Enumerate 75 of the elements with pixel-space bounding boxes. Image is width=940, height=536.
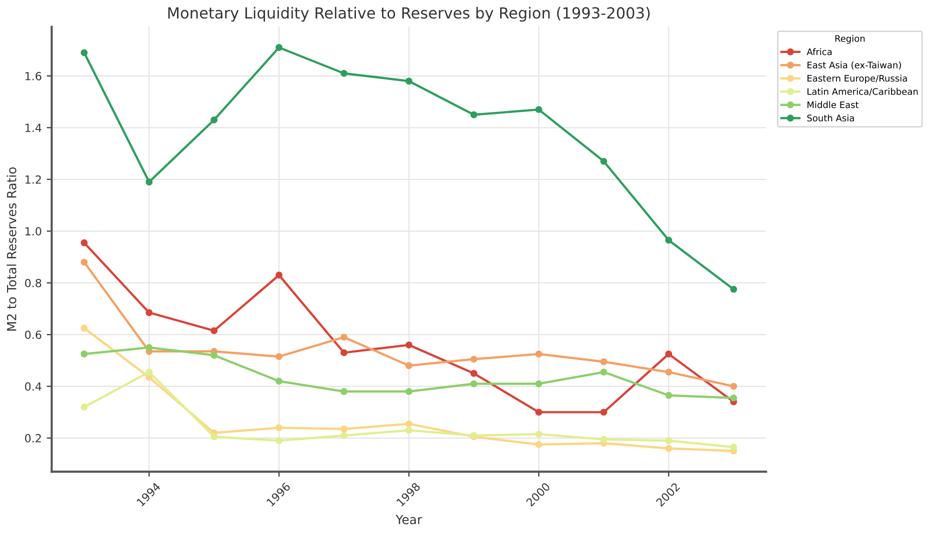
point (80, 404, 88, 410)
point (470, 370, 478, 377)
point (665, 444, 672, 452)
y-tick-label: 0.6 (25, 330, 42, 339)
point (80, 49, 88, 56)
point (600, 358, 608, 366)
point (80, 239, 88, 246)
point (146, 368, 153, 376)
y-tick-label: 1.6 (26, 72, 42, 80)
point (146, 178, 153, 186)
legend-label: Latin America/Caribbean (808, 88, 918, 96)
point (730, 382, 738, 390)
point (600, 368, 608, 376)
point (210, 327, 218, 334)
legend-title: Region (835, 34, 865, 44)
point (146, 344, 153, 351)
point (340, 349, 348, 356)
point (405, 420, 412, 428)
point (276, 353, 282, 360)
y-tick-label: 1.2 (26, 175, 41, 184)
point (405, 426, 412, 434)
point (730, 286, 738, 293)
legend-label: Middle East (808, 101, 859, 108)
y-axis-title: M2 to Total Reserves Ratio (6, 167, 16, 331)
point (535, 106, 542, 114)
point (146, 309, 153, 316)
point (600, 408, 608, 416)
point (470, 356, 478, 363)
point (80, 258, 88, 266)
point (80, 324, 88, 332)
point (665, 437, 672, 444)
point (730, 394, 738, 402)
legend-label: South Asia (807, 114, 854, 122)
point (340, 426, 348, 432)
point (210, 433, 218, 440)
x-axis-title: Year (396, 514, 422, 524)
point (405, 362, 412, 370)
legend-label: Africa (806, 48, 832, 56)
point (535, 441, 542, 448)
y-tick-label: 0.2 (25, 434, 41, 442)
point (600, 158, 608, 165)
point (665, 392, 672, 399)
point (276, 378, 282, 385)
point (340, 388, 348, 395)
point (210, 352, 218, 359)
point (665, 350, 672, 358)
point (340, 70, 348, 77)
point (535, 430, 542, 438)
point (535, 350, 542, 358)
y-tick-label: 0.8 (25, 278, 42, 288)
point (600, 436, 608, 443)
point (276, 272, 282, 279)
y-tick-label: 0.4 (25, 382, 42, 391)
y-tick-label: 1.4 (26, 124, 42, 132)
point (340, 334, 348, 341)
point (405, 341, 412, 348)
point (276, 437, 282, 444)
point (470, 380, 478, 388)
point (276, 424, 282, 432)
point (80, 350, 88, 358)
point (665, 236, 672, 244)
point (665, 368, 672, 376)
chart-title: Monetary Liquidity Relative to Reserves by Region (1993-2003) (168, 6, 650, 22)
point (405, 78, 412, 85)
legend-label: Eastern Europe/Russia (808, 74, 907, 84)
point (405, 388, 412, 395)
point (210, 116, 218, 124)
point (535, 408, 542, 416)
point (535, 380, 542, 388)
point (470, 111, 478, 118)
point (340, 432, 348, 439)
point (276, 44, 282, 51)
y-tick-label: 1.0 (26, 227, 42, 236)
point (730, 444, 738, 451)
legend-label: East Asia (ex-Taiwan) (808, 61, 901, 70)
